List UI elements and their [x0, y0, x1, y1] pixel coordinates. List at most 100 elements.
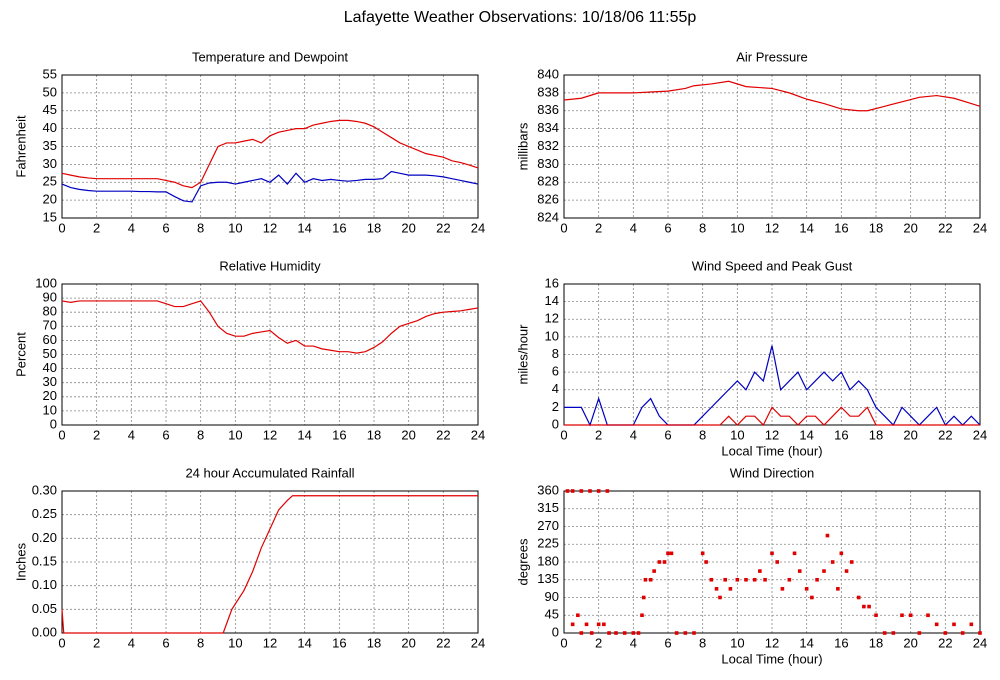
- x-tick-label: 22: [436, 220, 450, 235]
- x-tick-label: 10: [228, 635, 242, 650]
- x-tick-label: 16: [332, 427, 346, 442]
- data-point: [588, 489, 592, 493]
- x-tick-label: 10: [730, 220, 744, 235]
- x-tick-label: 8: [699, 427, 706, 442]
- y-tick-label: 832: [537, 138, 559, 153]
- data-point: [723, 577, 727, 582]
- data-point: [867, 604, 871, 609]
- x-tick-label: 14: [799, 427, 813, 442]
- data-line: [61, 495, 478, 634]
- y-axis-label: Inches: [13, 542, 28, 581]
- data-point: [602, 622, 606, 627]
- plot-frame: [61, 74, 479, 219]
- data-point: [825, 533, 830, 538]
- data-line: [61, 300, 479, 354]
- data-point: [856, 595, 861, 600]
- x-tick-label: 18: [869, 635, 883, 650]
- x-tick-label: 16: [332, 220, 346, 235]
- x-tick-label: 2: [595, 635, 602, 650]
- x-tick-label: 24: [471, 635, 485, 650]
- x-tick-label: 16: [332, 635, 346, 650]
- x-tick-label: 12: [263, 220, 277, 235]
- x-tick-label: 6: [664, 635, 671, 650]
- x-tick-label: 2: [595, 427, 602, 442]
- data-point: [797, 569, 802, 573]
- y-tick-label: 0: [50, 416, 57, 431]
- x-tick-label: 8: [197, 635, 204, 650]
- x-tick-label: 4: [128, 220, 135, 235]
- x-tick-label: 18: [367, 220, 381, 235]
- data-point: [763, 577, 767, 582]
- x-tick-label: 2: [93, 427, 100, 442]
- data-point: [735, 577, 740, 582]
- plot-frame: [563, 74, 981, 219]
- data-point: [822, 569, 826, 573]
- y-tick-label: 0.25: [32, 506, 57, 521]
- y-tick-label: 0.05: [32, 601, 57, 616]
- x-tick-label: 24: [973, 220, 987, 235]
- y-tick-label: 836: [537, 102, 559, 117]
- x-tick-label: 0: [58, 220, 65, 235]
- x-tick-label: 8: [197, 220, 204, 235]
- y-tick-label: 0.30: [32, 482, 57, 497]
- x-tick-label: 0: [58, 427, 65, 442]
- y-tick-label: 225: [537, 536, 559, 551]
- plot-frame: [563, 283, 981, 426]
- data-line: [564, 406, 980, 427]
- data-point: [874, 613, 878, 618]
- x-tick-label: 12: [765, 220, 779, 235]
- x-tick-label: 6: [664, 427, 671, 442]
- x-tick-label: 6: [664, 220, 671, 235]
- x-axis-label: Local Time (hour): [721, 651, 822, 666]
- x-tick-label: 10: [730, 635, 744, 650]
- x-tick-label: 0: [58, 635, 65, 650]
- data-point: [943, 631, 948, 635]
- y-axis-label: miles/hour: [515, 324, 530, 385]
- y-tick-label: 0.10: [32, 577, 57, 592]
- data-point: [709, 577, 714, 582]
- data-point: [830, 560, 835, 564]
- y-tick-label: 840: [537, 66, 559, 81]
- y-axis-label: Percent: [13, 332, 28, 377]
- data-point: [882, 631, 887, 635]
- data-point: [718, 595, 722, 600]
- y-tick-label: 830: [537, 156, 559, 171]
- data-point: [648, 577, 653, 582]
- x-tick-label: 12: [765, 635, 779, 650]
- y-tick-label: 60: [43, 332, 57, 347]
- data-point: [631, 631, 636, 635]
- x-tick-label: 8: [699, 635, 706, 650]
- data-point: [683, 631, 688, 635]
- y-tick-label: 12: [545, 311, 559, 326]
- y-tick-label: 90: [43, 290, 57, 305]
- x-tick-label: 20: [903, 635, 917, 650]
- y-tick-label: 45: [545, 607, 559, 622]
- chart-title: Temperature and Dewpoint: [192, 49, 348, 64]
- x-tick-label: 20: [903, 427, 917, 442]
- y-tick-label: 50: [43, 346, 57, 361]
- data-point: [614, 631, 618, 635]
- data-point: [810, 595, 814, 600]
- data-point: [652, 569, 656, 573]
- x-tick-label: 20: [401, 427, 415, 442]
- x-tick-label: 20: [903, 220, 917, 235]
- data-point: [622, 631, 627, 635]
- chart-title: Air Pressure: [736, 49, 808, 64]
- data-point: [641, 595, 646, 600]
- x-tick-label: 22: [938, 635, 952, 650]
- data-point: [576, 613, 580, 618]
- x-tick-label: 22: [436, 635, 450, 650]
- y-tick-label: 0: [552, 416, 559, 431]
- data-point: [787, 577, 792, 582]
- x-tick-label: 8: [699, 220, 706, 235]
- y-tick-label: 2: [552, 399, 559, 414]
- y-tick-label: 360: [537, 482, 559, 497]
- y-tick-label: 70: [43, 318, 57, 333]
- x-tick-label: 2: [93, 220, 100, 235]
- x-tick-label: 0: [560, 635, 567, 650]
- y-tick-label: 20: [43, 192, 57, 207]
- plot-frame: [61, 490, 479, 634]
- y-tick-label: 40: [43, 120, 57, 135]
- x-tick-label: 4: [630, 427, 637, 442]
